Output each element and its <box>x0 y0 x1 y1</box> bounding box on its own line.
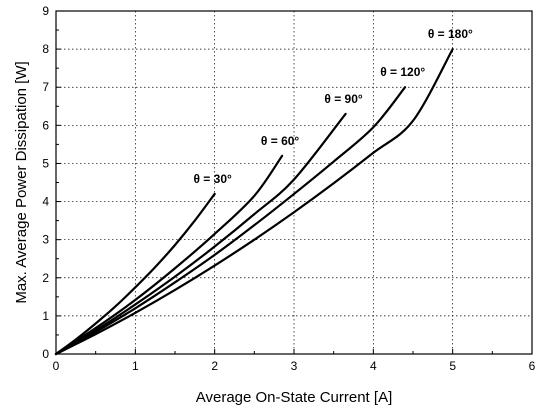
x-tick-label: 6 <box>529 359 536 373</box>
x-tick-label: 2 <box>211 359 218 373</box>
plot-frame <box>55 10 533 355</box>
y-tick-label: 9 <box>42 4 49 18</box>
x-tick-label: 5 <box>449 359 456 373</box>
y-tick-label: 2 <box>42 271 49 285</box>
y-tick-label: 5 <box>42 156 49 170</box>
series-line-1 <box>54 154 284 356</box>
y-tick-label: 1 <box>42 309 49 323</box>
series-line-3 <box>54 86 407 356</box>
series-label-1: θ = 60° <box>261 134 300 148</box>
y-tick-label: 0 <box>42 347 49 361</box>
y-tick-label: 6 <box>42 118 49 132</box>
x-tick-label: 1 <box>132 359 139 373</box>
series-label-2: θ = 90° <box>324 92 363 106</box>
series-layer <box>54 48 454 356</box>
y-tick-label: 4 <box>42 195 49 209</box>
series-label-0: θ = 30° <box>193 172 232 186</box>
x-tick-label: 4 <box>370 359 377 373</box>
y-tick-label: 7 <box>42 80 49 94</box>
grid <box>56 11 532 354</box>
ticks: 0 1 2 3 4 5 6 0 1 2 3 4 5 6 7 8 9 <box>42 4 535 373</box>
x-axis-title: Average On-State Current [A] <box>196 389 393 406</box>
series-label-3: θ = 120° <box>380 65 425 79</box>
x-tick-label: 0 <box>53 359 60 373</box>
y-tick-label: 3 <box>42 233 49 247</box>
x-tick-label: 3 <box>291 359 298 373</box>
series-label-4: θ = 180° <box>428 27 473 41</box>
y-axis-title: Max. Average Power Dissipation [W] <box>13 61 30 303</box>
series-line-4 <box>54 48 454 356</box>
curve-labels: θ = 30° θ = 60° θ = 90° θ = 120° θ = 180° <box>193 27 473 186</box>
y-tick-label: 8 <box>42 42 49 56</box>
series-line-0 <box>54 192 216 356</box>
series-line-2 <box>54 112 347 356</box>
